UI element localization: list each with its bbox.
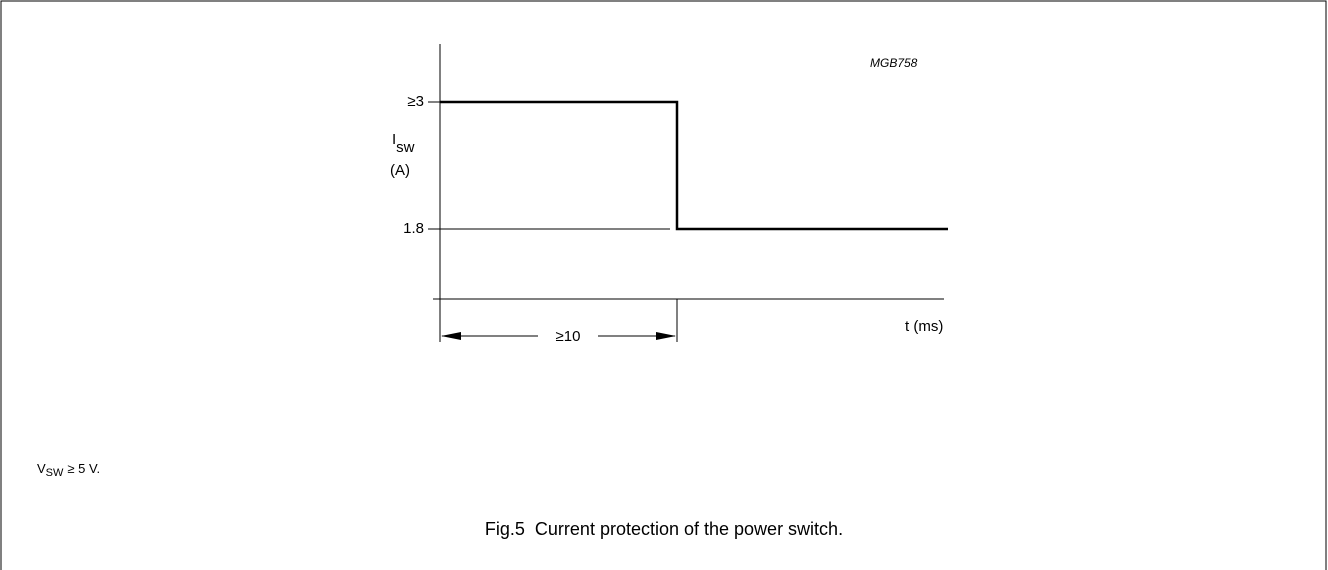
subscript: sw	[396, 139, 415, 156]
figure-code: MGB758	[870, 56, 918, 70]
y-axis-unit: (A)	[390, 162, 410, 179]
y-tick-label: ≥3	[407, 93, 424, 110]
subscript: SW	[46, 467, 64, 479]
note-text: ≥ 5 V.	[67, 461, 100, 476]
y-tick-label: 1.8	[403, 220, 424, 237]
symbol: V	[37, 461, 46, 476]
arrowhead	[441, 332, 461, 340]
note: VSW ≥ 5 V.	[37, 461, 100, 478]
duration-label: ≥10	[556, 328, 581, 345]
symbol: I	[392, 131, 396, 148]
arrowhead	[656, 332, 676, 340]
current-waveform	[440, 100, 948, 231]
x-axis-label: t (ms)	[905, 318, 943, 335]
y-axis-label: Isw	[392, 131, 415, 156]
caption: Fig.5 Current protection of the power sw…	[485, 519, 843, 539]
